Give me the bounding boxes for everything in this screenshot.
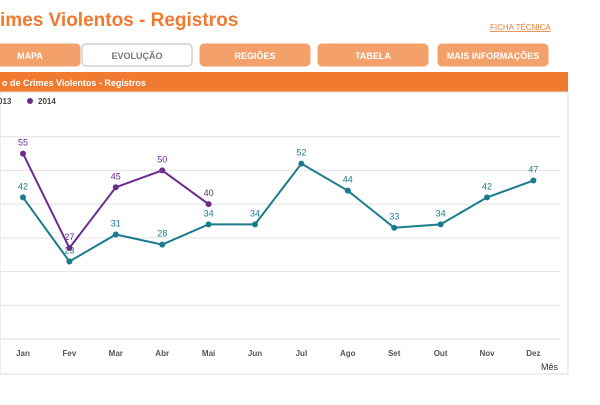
x-tick-label: Abr xyxy=(155,349,169,358)
point xyxy=(112,231,119,238)
point xyxy=(159,241,166,248)
point xyxy=(344,187,351,194)
tab[interactable] xyxy=(81,43,193,67)
data-label: 34 xyxy=(250,208,260,218)
x-tick-label: Fev xyxy=(63,349,77,358)
data-label: 28 xyxy=(157,229,167,239)
x-tick-label: Jun xyxy=(248,349,262,358)
data-label: 55 xyxy=(18,138,28,148)
x-tick-label: Set xyxy=(388,349,401,358)
x-axis-label: Mês xyxy=(541,362,559,372)
point xyxy=(205,221,212,228)
tab-label[interactable]: TABELA xyxy=(355,51,391,61)
x-tick-label: Nov xyxy=(479,349,495,358)
ficha-link[interactable]: FICHA TÉCNICA xyxy=(490,23,551,32)
tab-label[interactable]: REGIÕES xyxy=(234,51,275,61)
point xyxy=(437,221,444,228)
tab[interactable] xyxy=(317,43,429,67)
data-label: 31 xyxy=(111,218,121,228)
x-tick-label: Out xyxy=(434,349,448,358)
data-label: 52 xyxy=(296,148,306,158)
data-label: 45 xyxy=(111,171,121,181)
data-label: 34 xyxy=(436,208,446,218)
tab[interactable] xyxy=(0,43,81,67)
point xyxy=(159,167,166,174)
panel-title: o de Crimes Violentos - Registros xyxy=(2,78,146,88)
data-label: 33 xyxy=(389,212,399,222)
point xyxy=(530,177,537,184)
legend-marker xyxy=(27,98,33,104)
data-label: 40 xyxy=(204,188,214,198)
data-label: 50 xyxy=(157,154,167,164)
tab-label[interactable]: EVOLUÇÃO xyxy=(111,51,162,61)
panel-header xyxy=(0,72,568,92)
panel-body xyxy=(0,91,569,375)
x-tick-label: Mai xyxy=(202,349,215,358)
series-line xyxy=(22,162,534,263)
x-tick-label: Jul xyxy=(296,349,308,358)
data-label: 47 xyxy=(528,165,538,175)
point xyxy=(484,194,490,201)
legend-label: 013 xyxy=(0,97,12,106)
point xyxy=(66,244,73,251)
x-tick-label: Ago xyxy=(340,349,356,358)
point xyxy=(20,194,26,201)
data-label: 42 xyxy=(18,181,28,191)
tab-label[interactable]: MAIS INFORMAÇÕES xyxy=(447,51,540,61)
tab[interactable] xyxy=(199,43,311,67)
x-tick-label: Jan xyxy=(16,349,30,358)
point xyxy=(20,150,26,157)
data-label: 42 xyxy=(482,181,492,191)
point xyxy=(298,160,305,167)
page-title: imes Violentos - Registros xyxy=(0,10,238,31)
point xyxy=(391,224,398,231)
data-label: 34 xyxy=(204,208,214,218)
point xyxy=(252,221,258,228)
x-tick-label: Mar xyxy=(109,349,123,358)
x-tick-label: Dez xyxy=(526,349,540,358)
data-label: 44 xyxy=(343,175,353,185)
point xyxy=(112,184,119,191)
point xyxy=(205,201,212,208)
tab[interactable] xyxy=(437,43,549,67)
tab-label[interactable]: MAPA xyxy=(17,51,43,61)
data-label: 27 xyxy=(64,232,74,242)
legend-label: 2014 xyxy=(38,97,56,106)
point xyxy=(66,258,73,265)
